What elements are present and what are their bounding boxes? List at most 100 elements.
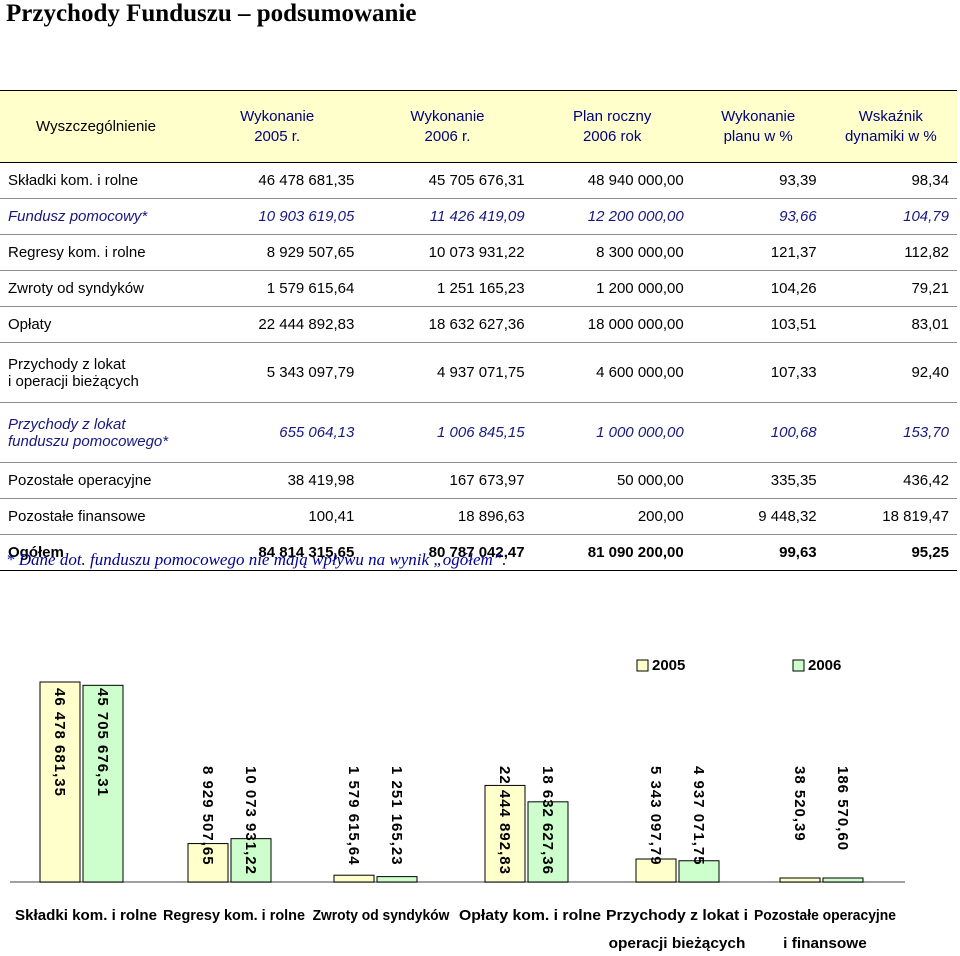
cell-value: 335,35 [770, 472, 817, 489]
cell-value: 1 251 165,23 [437, 280, 525, 297]
cell-value: 8 929 507,65 [266, 244, 355, 261]
cell-value: 99,63 [779, 544, 817, 561]
cell-value: 200,00 [637, 508, 684, 525]
cell-value: 18 632 627,36 [428, 316, 525, 333]
data-label: 1 251 165,23 [388, 766, 405, 866]
cell-value: 1 200 000,00 [596, 280, 684, 297]
row-label: Składki kom. i rolne [8, 172, 139, 189]
row-label: Pozostałe operacyjne [8, 472, 152, 489]
cell-value: 104,79 [903, 208, 949, 225]
data-label: 38 520,39 [791, 766, 808, 842]
cell-value: 10 073 931,22 [428, 244, 525, 261]
table-body: Składki kom. i rolne 46 478 681,35 45 705 … [0, 163, 957, 571]
cell-value: 81 090 200,00 [587, 544, 684, 561]
data-label: 5 343 097,79 [647, 766, 664, 866]
row-label: Fundusz pomocowy* [8, 208, 148, 225]
bar-2006 [82, 684, 124, 883]
cell-value: 167 673,97 [449, 472, 525, 489]
data-label: 18 632 627,36 [539, 766, 556, 875]
cell-value: 107,33 [770, 364, 817, 381]
cell-value: 93,66 [779, 208, 817, 225]
legend-label-2006: 2006 [808, 657, 841, 674]
bar-2006 [822, 877, 864, 883]
category-label: operacji bieżących [609, 935, 746, 952]
data-label: 186 570,60 [834, 766, 851, 851]
header-cell: Wykonanie 2006 r. [362, 90, 533, 163]
summary-table: Wyszczególnienie Wykonanie 2005 r. Wykona… [0, 90, 957, 571]
category-label: i finansowe [783, 935, 867, 952]
table-row: Przychody z lokat funduszu pomocowego* 655… [0, 403, 957, 463]
chart-category-labels: Składki kom. i rolne Regresy kom. i rolne… [15, 907, 896, 952]
row-label: Przychody z lokat funduszu pomocowego* [8, 415, 169, 450]
data-label: 8 929 507,65 [199, 766, 216, 866]
header-cell: Wykonanie planu w % [691, 90, 825, 163]
legend-label-2005: 2005 [652, 657, 685, 674]
footnote: * Dane dot. funduszu pomocowego nie mają… [6, 550, 507, 569]
cell-value: 84 814 315,65 [258, 544, 355, 561]
category-label: Pozostałe operacyjne [754, 907, 896, 924]
cell-value: 1 006 845,15 [437, 424, 525, 441]
page-title: Przychody Funduszu – podsumowanie [6, 0, 417, 27]
cell-value: 80 787 042,47 [428, 544, 525, 561]
data-label: 10 073 931,22 [242, 766, 259, 875]
cell-value: 22 444 892,83 [258, 316, 355, 333]
header-cell: Wskaźnik dynamiki w % [824, 90, 957, 163]
bar-2006 [230, 838, 272, 883]
bar-2005 [484, 784, 526, 883]
cell-value: 46 478 681,35 [258, 172, 355, 189]
cell-value: 100,68 [770, 424, 817, 441]
row-label: Pozostałe finansowe [8, 508, 146, 525]
table-row: Pozostałe operacyjne 38 419,98 167 673,97 5… [0, 463, 957, 499]
data-label: 45 705 676,31 [94, 688, 111, 797]
table-row: Przychody z lokat i operacji bieżących 5 3… [0, 343, 957, 403]
data-label: 4 937 071,75 [690, 766, 707, 866]
header-cell: Plan roczny 2006 rok [532, 90, 692, 163]
cell-value: 153,70 [903, 424, 949, 441]
cell-value: 103,51 [770, 316, 817, 333]
cell-value: 9 448,32 [758, 508, 817, 525]
bar-2005 [333, 874, 375, 883]
header-cell: Wyszczególnienie [0, 90, 193, 163]
cell-value: 83,01 [911, 316, 949, 333]
cell-value: 18 000 000,00 [587, 316, 684, 333]
cell-value: 92,40 [911, 364, 949, 381]
table-row: Pozostałe finansowe 100,41 18 896,63 200,00… [0, 499, 957, 535]
bar-2005 [187, 843, 229, 883]
cell-value: 4 937 071,75 [437, 364, 525, 381]
table-row: Regresy kom. i rolne 8 929 507,65 10 073 9… [0, 235, 957, 271]
category-label: Regresy kom. i rolne [163, 907, 305, 924]
cell-value: 5 343 097,79 [266, 364, 355, 381]
cell-value: 100,41 [308, 508, 355, 525]
data-label: 22 444 892,83 [496, 766, 513, 875]
bar-2005 [635, 858, 677, 883]
row-label: Opłaty [8, 316, 52, 333]
row-label: Ogółem [8, 544, 64, 561]
category-label: Przychody z lokat i [606, 907, 748, 924]
revenue-chart: 2005 2006 46 478 681,35 45 705 676,31 8 929… [10, 657, 905, 952]
cell-value: 112,82 [904, 244, 949, 261]
bar-2006 [376, 876, 418, 883]
category-label: Składki kom. i rolne [15, 907, 157, 924]
cell-value: 655 064,13 [279, 424, 355, 441]
category-label: Opłaty kom. i rolne [459, 907, 601, 924]
cell-value: 79,21 [911, 280, 949, 297]
cell-value: 8 300 000,00 [596, 244, 684, 261]
bar-2006 [678, 860, 720, 883]
data-label: 1 579 615,64 [345, 766, 362, 866]
chart-bars: 46 478 681,35 45 705 676,31 8 929 507,65 10… [39, 681, 864, 883]
cell-value: 11 426 419,09 [429, 208, 525, 225]
cell-value: 18 819,47 [882, 508, 949, 525]
bar-2006 [527, 801, 569, 883]
cell-value: 93,39 [779, 172, 817, 189]
row-label: Regresy kom. i rolne [8, 244, 146, 261]
cell-value: 436,42 [903, 472, 949, 489]
table-row: Opłaty 22 444 892,83 18 632 627,36 18 000 0… [0, 307, 957, 343]
cell-value: 12 200 000,00 [587, 208, 684, 225]
cell-value: 50 000,00 [616, 472, 684, 489]
cell-value: 45 705 676,31 [428, 172, 525, 189]
header-cell: Wykonanie 2005 r. [192, 90, 363, 163]
bar-2005 [39, 681, 81, 883]
cell-value: 1 579 615,64 [266, 280, 355, 297]
cell-value: 10 903 619,05 [258, 208, 355, 225]
legend-swatch-2005 [636, 659, 649, 672]
